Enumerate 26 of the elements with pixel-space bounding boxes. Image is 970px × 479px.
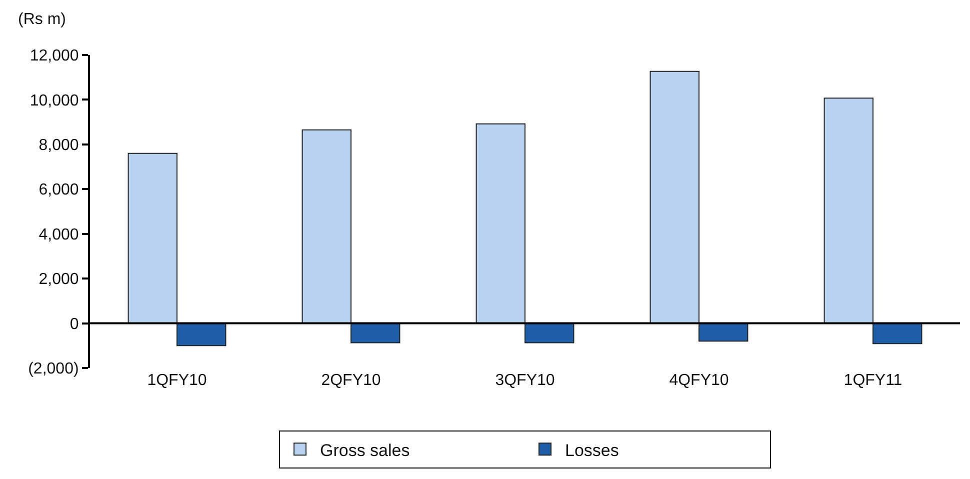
legend-label: Losses — [565, 440, 619, 460]
x-tick-label: 1QFY11 — [844, 372, 902, 389]
y-tick-label: 0 — [70, 316, 79, 333]
x-tick-label: 4QFY10 — [669, 372, 729, 389]
bar — [476, 123, 526, 324]
bar — [176, 322, 226, 346]
bar — [302, 129, 352, 324]
bar — [524, 322, 574, 344]
y-tick-label: (2,000) — [28, 360, 79, 378]
bar — [872, 322, 922, 344]
x-tick-label: 3QFY10 — [495, 372, 555, 389]
bar — [824, 98, 874, 324]
bar — [128, 152, 178, 324]
bar — [650, 70, 700, 324]
y-tick-label: 8,000 — [38, 137, 79, 154]
y-tick-label: 6,000 — [38, 182, 79, 199]
y-tick-label: 2,000 — [38, 271, 79, 288]
y-tick-label: 12,000 — [30, 48, 79, 65]
legend-label: Gross sales — [320, 440, 410, 460]
bar — [698, 322, 748, 342]
y-axis-title: (Rs m) — [18, 11, 66, 28]
bar — [350, 322, 400, 344]
x-tick-label: 1QFY10 — [147, 372, 207, 389]
y-tick-label: 10,000 — [30, 92, 79, 110]
y-tick-label: 4,000 — [38, 226, 79, 244]
x-tick-label: 2QFY10 — [321, 372, 381, 389]
